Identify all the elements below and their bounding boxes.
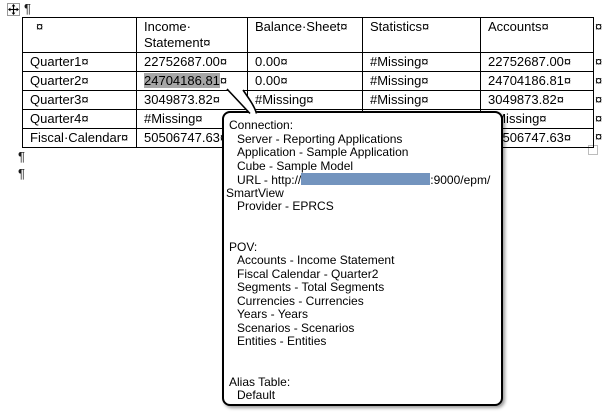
- data-cell[interactable]: 0.00¤: [247, 52, 363, 72]
- tooltip-blank-line: [226, 362, 497, 376]
- data-cell[interactable]: 22752687.00¤: [136, 52, 248, 72]
- row-label-cell[interactable]: Quarter4¤: [22, 109, 137, 129]
- end-of-cell-marker: ¤: [421, 92, 429, 107]
- end-of-cell-marker: ¤: [81, 92, 89, 107]
- tooltip-url-wrap: SmartView: [226, 185, 284, 200]
- table-row-quarter2: Quarter2¤ 24704186.81¤ 0.00¤ #Missing¤ 2…: [22, 71, 594, 91]
- header-cell-statistics[interactable]: Statistics¤: [362, 17, 481, 53]
- tooltip-blank-line: [226, 214, 497, 228]
- row-end-marker: ¤: [595, 92, 603, 107]
- tooltip-pov-item: Accounts - Income Statement: [237, 253, 395, 267]
- row-label-cell[interactable]: Quarter1¤: [22, 52, 137, 72]
- table-row-quarter3: Quarter3¤ 3049873.82¤ #Missing¤ #Missing…: [22, 90, 594, 110]
- end-of-cell-marker: ¤: [81, 73, 89, 88]
- data-cell[interactable]: 24704186.81¤: [136, 71, 248, 91]
- tooltip-application: Application - Sample Application: [237, 145, 409, 159]
- tooltip-blank-line: [226, 227, 497, 241]
- tooltip-pov-title: POV:: [229, 239, 258, 254]
- paragraph-mark: ¶: [18, 166, 25, 181]
- data-cell[interactable]: #Missing¤: [362, 71, 481, 91]
- end-of-cell-marker: ¤: [340, 19, 348, 34]
- four-way-arrow-icon: [8, 4, 19, 15]
- header-cell-blank[interactable]: ¤: [22, 17, 137, 53]
- tooltip-blank-line: [226, 349, 497, 363]
- end-of-cell-marker: ¤: [422, 19, 430, 34]
- end-of-cell-marker: ¤: [280, 73, 288, 88]
- end-of-cell-marker: ¤: [563, 73, 572, 88]
- header-cell-balance-sheet[interactable]: Balance·Sheet¤: [247, 17, 363, 53]
- data-cell[interactable]: 3049873.82¤: [136, 90, 248, 110]
- tooltip-pointer: [226, 88, 258, 115]
- end-of-cell-marker: ¤: [212, 92, 220, 107]
- tooltip-provider: Provider - EPRCS: [237, 199, 334, 213]
- row-end-marker: ¤: [595, 73, 603, 88]
- end-of-cell-marker: ¤: [81, 111, 89, 126]
- paragraph-mark: ¶: [18, 149, 25, 164]
- end-of-cell-marker: ¤: [280, 54, 288, 69]
- table-header-row: ¤ Income· Statement¤ Balance·Sheet¤ Stat…: [22, 17, 594, 53]
- tooltip-connection-title: Connection:: [229, 118, 294, 132]
- end-of-cell-marker: ¤: [421, 54, 429, 69]
- end-of-cell-marker: ¤: [563, 54, 572, 69]
- tooltip-pov-item: Segments - Total Segments: [237, 280, 385, 294]
- header-line: Statement¤: [144, 35, 211, 50]
- row-label-cell[interactable]: Fiscal·Calendar¤: [22, 128, 137, 148]
- data-cell[interactable]: #Missing¤: [136, 109, 248, 129]
- header-line: Income·: [144, 19, 191, 34]
- redacted-url-host: [301, 173, 431, 185]
- data-cell[interactable]: 3049873.82¤: [480, 90, 594, 110]
- row-label-cell[interactable]: Quarter3¤: [22, 90, 137, 110]
- end-of-cell-marker: ¤: [306, 92, 314, 107]
- connection-tooltip: Connection: Server - Reporting Applicati…: [222, 111, 503, 406]
- tooltip-alias-title: Alias Table:: [229, 374, 291, 389]
- tooltip-alias-value: Default: [237, 388, 276, 402]
- end-of-cell-marker: ¤: [121, 130, 129, 145]
- end-of-cell-marker: ¤: [541, 19, 549, 34]
- end-of-cell-marker: ¤: [203, 35, 211, 50]
- row-end-marker: ¤: [595, 54, 603, 69]
- tooltip-pov-item: Entities - Entities: [237, 334, 327, 348]
- tooltip-pov-item: Scenarios - Scenarios: [237, 320, 355, 335]
- end-of-cell-marker: ¤: [81, 54, 89, 69]
- end-of-cell-marker: ¤: [563, 130, 572, 145]
- row-label-cell[interactable]: Quarter2¤: [22, 71, 137, 91]
- table-row-quarter1: Quarter1¤ 22752687.00¤ 0.00¤ #Missing¤ 2…: [22, 52, 594, 72]
- end-of-cell-marker: ¤: [421, 73, 429, 88]
- data-cell[interactable]: 22752687.00¤: [480, 52, 594, 72]
- header-cell-income-statement[interactable]: Income· Statement¤: [136, 17, 248, 53]
- tooltip-server: Server - Reporting Applications: [237, 131, 403, 146]
- table-move-handle[interactable]: [7, 3, 20, 16]
- url-suffix: :9000/epm/: [430, 173, 491, 187]
- end-of-cell-marker: ¤: [219, 73, 228, 88]
- data-cell[interactable]: 24704186.81¤: [480, 71, 594, 91]
- tooltip-pov-item: Years - Years: [237, 307, 308, 321]
- paragraph-mark: ¶: [24, 1, 31, 16]
- end-of-cell-marker: ¤: [539, 111, 547, 126]
- tooltip-url: URL - http:// :9000/epm/: [226, 173, 497, 187]
- tooltip-pov-item: Currencies - Currencies: [237, 293, 364, 308]
- selected-cell-value[interactable]: 24704186.81: [144, 73, 220, 88]
- header-cell-accounts[interactable]: Accounts¤: [480, 17, 594, 53]
- row-end-marker: ¤: [595, 19, 603, 34]
- url-prefix: URL - http://: [237, 173, 302, 187]
- end-of-cell-marker: ¤: [219, 54, 228, 69]
- end-of-cell-marker: ¤: [36, 19, 44, 34]
- data-cell[interactable]: #Missing¤: [362, 90, 481, 110]
- end-of-cell-marker: ¤: [556, 92, 564, 107]
- row-end-marker: ¤: [595, 129, 603, 144]
- end-of-cell-marker: ¤: [195, 111, 203, 126]
- tooltip-pov-item: Fiscal Calendar - Quarter2: [237, 266, 379, 281]
- data-cell[interactable]: #Missing¤: [362, 52, 481, 72]
- row-end-marker: ¤: [595, 111, 603, 126]
- tooltip-cube: Cube - Sample Model: [237, 158, 354, 173]
